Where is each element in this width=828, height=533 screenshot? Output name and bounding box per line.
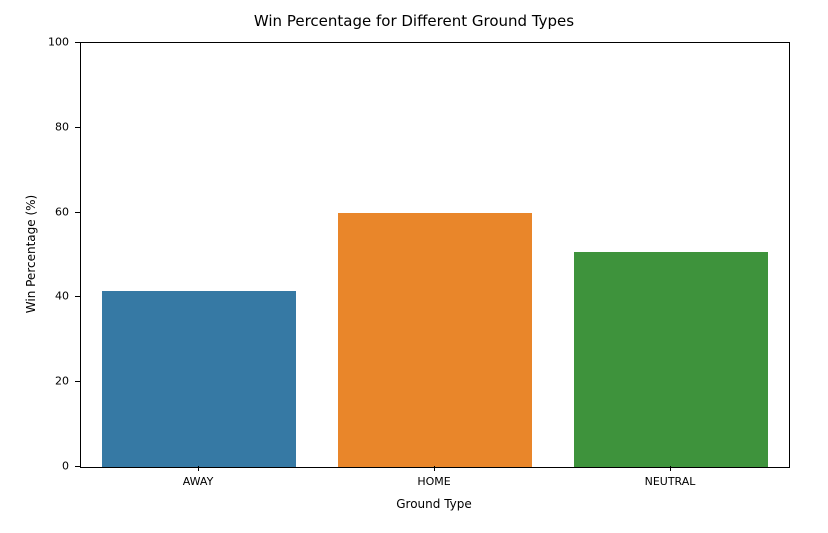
xtick-label: NEUTRAL [645,475,696,488]
ytick-mark [75,466,80,467]
chart-container: Win Percentage for Different Ground Type… [0,0,828,533]
xtick-mark [198,466,199,471]
ytick-label: 40 [0,290,69,303]
xtick-mark [434,466,435,471]
ytick-mark [75,212,80,213]
bar-neutral [574,252,768,467]
ytick-mark [75,127,80,128]
xtick-mark [670,466,671,471]
ytick-mark [75,42,80,43]
xtick-label: AWAY [183,475,214,488]
chart-title: Win Percentage for Different Ground Type… [0,12,828,30]
ytick-label: 60 [0,205,69,218]
ytick-label: 20 [0,375,69,388]
ytick-label: 100 [0,36,69,49]
ytick-label: 0 [0,460,69,473]
ytick-mark [75,381,80,382]
xtick-label: HOME [417,475,450,488]
plot-area [80,42,790,468]
x-axis-label: Ground Type [396,497,472,511]
ytick-mark [75,296,80,297]
ytick-label: 80 [0,120,69,133]
bar-home [338,213,532,467]
bar-away [102,291,296,467]
